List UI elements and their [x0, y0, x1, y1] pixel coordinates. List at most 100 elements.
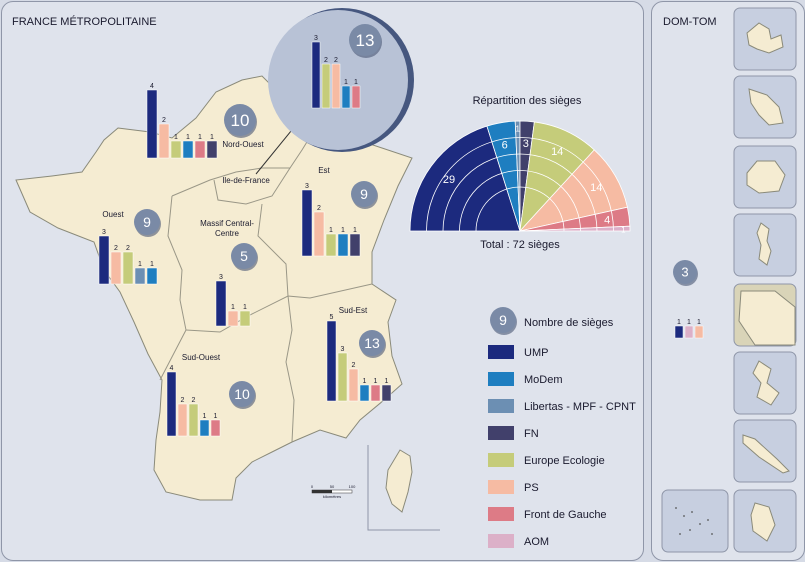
- bar-ouest-MoDem: [146, 267, 158, 285]
- region-ile-de-france: 3 2 2 1 1 13 Ile-de-France: [222, 24, 382, 185]
- seat-badge-outre-mer: [673, 260, 697, 284]
- main-title: FRANCE MÉTROPOLITAINE: [12, 16, 157, 28]
- bar-label-sud-est-FN: 1: [385, 378, 389, 385]
- bar-label-ouest-PS: 2: [114, 245, 118, 252]
- bar-label-nord-ouest-FrontDeGauche: 1: [198, 134, 202, 141]
- bar-sud-ouest-MoDem: [199, 419, 210, 437]
- legend-label-EuropeEcologie: Europe Ecologie: [524, 455, 605, 467]
- bar-label-sud-ouest-FrontDeGauche: 1: [214, 413, 218, 420]
- bar-est-MoDem: [337, 233, 349, 257]
- pie-label-FN: 3: [523, 138, 529, 150]
- bar-label-nord-ouest-MoDem: 1: [186, 134, 190, 141]
- bar-nord-ouest-FN: [206, 140, 218, 159]
- seat-badge-sud-est: [359, 330, 385, 356]
- bar-sud-est-FN: [381, 384, 392, 402]
- region-name-sud-est: Sud-Est: [339, 306, 368, 315]
- bar-label-est-EuropeEcologie: 1: [329, 227, 333, 234]
- seat-badge-ouest: [134, 209, 160, 235]
- dom-islet-0: [675, 507, 677, 509]
- bar-label-sud-est-MoDem: 1: [363, 378, 367, 385]
- pie-label-MoDem: 6: [502, 139, 508, 151]
- bar-label-massif-central-EuropeEcologie: 1: [243, 304, 247, 311]
- bar-nord-ouest-PS: [158, 123, 170, 159]
- legend-swatch-UMP: [488, 345, 514, 359]
- seat-count-massif-central: 5: [240, 248, 248, 264]
- bar-label-est-MoDem: 1: [341, 227, 345, 234]
- bar-ile-de-france-EuropeEcologie: [321, 63, 331, 109]
- bar-sud-est-EuropeEcologie: [337, 352, 348, 402]
- pie-title: Répartition des sièges: [473, 95, 582, 107]
- bar-label-massif-central-PS: 1: [231, 304, 235, 311]
- bar-label-sud-est-FrontDeGauche: 1: [374, 378, 378, 385]
- region-nord-ouest: 4 2 1 1 1 1 10 Nord-Ouest: [146, 83, 264, 159]
- bar-sud-est-PS: [348, 368, 359, 402]
- legend-label-FN: FN: [524, 428, 539, 440]
- region-name-sud-ouest: Sud-Ouest: [182, 353, 221, 362]
- dom-islet-4: [707, 519, 709, 521]
- region-name-ouest: Ouest: [102, 210, 124, 219]
- seat-count-ile-de-france: 13: [356, 31, 375, 50]
- bar-label-sud-ouest-MoDem: 1: [203, 413, 207, 420]
- bar-est-FN: [349, 233, 361, 257]
- region-name-est: Est: [318, 166, 330, 175]
- bar-ile-de-france-FrontDeGauche: [351, 85, 361, 109]
- bar-sud-ouest-EuropeEcologie: [188, 403, 199, 437]
- pie-label-Libertas: 1: [516, 125, 521, 134]
- pie-ring-0: [475, 186, 565, 232]
- bar-nord-ouest-UMP: [146, 89, 158, 159]
- bar-label-nord-ouest-PS: 2: [162, 117, 166, 124]
- bar-nord-ouest-MoDem: [182, 140, 194, 159]
- bar-label-ile-de-france-EuropeEcologie: 2: [324, 57, 328, 64]
- bar-sud-est-FrontDeGauche: [370, 384, 381, 402]
- bar-nord-ouest-FrontDeGauche: [194, 140, 206, 159]
- region-name-nord-ouest: Nord-Ouest: [222, 140, 264, 149]
- bar-label-ile-de-france-MoDem: 1: [344, 79, 348, 86]
- scale-tick-0: 0: [311, 484, 314, 489]
- bar-label-massif-central-UMP: 3: [219, 274, 223, 281]
- bar-ile-de-france-MoDem: [341, 85, 351, 109]
- pie-label-EuropeEcologie: 14: [551, 146, 563, 158]
- dom-islet-1: [683, 515, 685, 517]
- dom-land-wallis-futuna: [750, 502, 776, 542]
- bar-label-sud-est-PS: 2: [352, 362, 356, 369]
- seat-count-nord-ouest: 10: [231, 111, 250, 130]
- seat-count-outre-mer: 3: [681, 265, 688, 280]
- seat-count-sud-ouest: 10: [234, 386, 250, 402]
- bar-label-est-PS: 2: [317, 205, 321, 212]
- dom-title: DOM-TOM: [663, 16, 717, 28]
- bar-ouest-UMP: [98, 235, 110, 285]
- bar-label-outre-mer-AOM: 1: [687, 319, 691, 326]
- bar-ile-de-france-UMP: [311, 41, 321, 109]
- seat-badge-massif-central: [231, 243, 257, 269]
- legend-swatch-MoDem: [488, 372, 514, 386]
- bar-sud-est-MoDem: [359, 384, 370, 402]
- bar-massif-central-EuropeEcologie: [239, 310, 251, 327]
- bar-label-est-UMP: 3: [305, 183, 309, 190]
- legend-label-Libertas: Libertas - MPF - CPNT: [524, 401, 636, 413]
- dom-tom-insets: [661, 7, 797, 553]
- bar-sud-est-UMP: [326, 320, 337, 402]
- bar-ouest-Libertas: [134, 267, 146, 285]
- dom-land-reunion: [746, 160, 786, 194]
- bar-label-ouest-UMP: 3: [102, 229, 106, 236]
- dom-islet-2: [691, 511, 693, 513]
- legend-seats-label: Nombre de sièges: [524, 317, 614, 329]
- bar-label-nord-ouest-UMP: 4: [150, 83, 154, 90]
- bar-label-sud-est-UMP: 5: [330, 314, 334, 321]
- legend-swatch-FrontDeGauche: [488, 507, 514, 521]
- bar-label-ouest-MoDem: 1: [150, 261, 154, 268]
- bar-label-sud-ouest-EuropeEcologie: 2: [192, 397, 196, 404]
- dom-box-polynesie: [661, 489, 729, 553]
- pie-total-label: Total : 72 sièges: [480, 239, 560, 251]
- bar-label-ouest-Libertas: 1: [138, 261, 142, 268]
- legend-seat-example: 9: [499, 312, 507, 328]
- bar-massif-central-PS: [227, 310, 239, 327]
- bar-massif-central-UMP: [215, 280, 227, 327]
- scale-bar: 0 50 100 kilomètres: [311, 484, 356, 499]
- legend-label-FrontDeGauche: Front de Gauche: [524, 509, 607, 521]
- pie-ring-2: [442, 153, 598, 232]
- seat-count-est: 9: [360, 186, 368, 202]
- region-name-massif-central-line-1: Centre: [215, 229, 240, 238]
- scale-unit: kilomètres: [323, 494, 341, 499]
